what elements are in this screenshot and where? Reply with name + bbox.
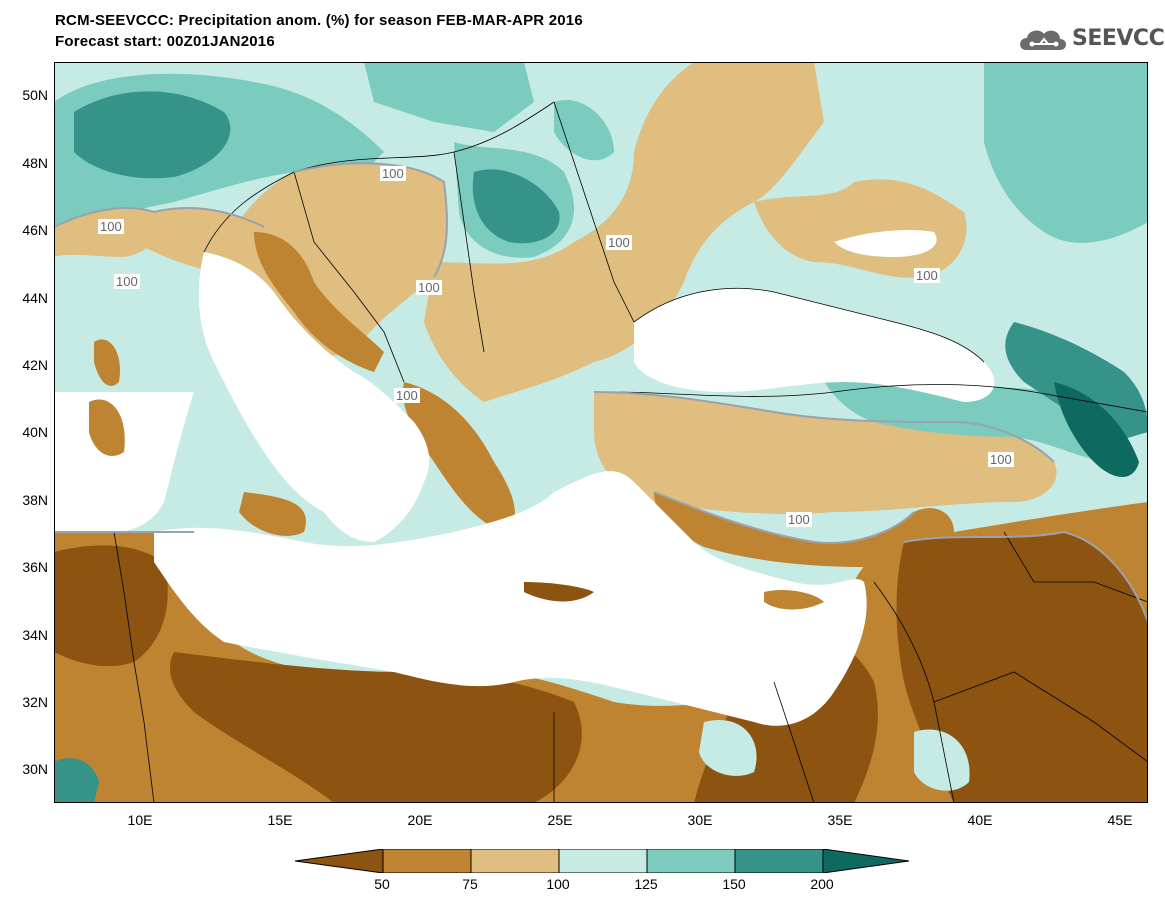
- lat-label: 32N: [22, 694, 48, 710]
- contour-label: 100: [988, 452, 1014, 467]
- logo-text: SEEVCCC: [1072, 26, 1165, 51]
- lon-label: 25E: [547, 812, 573, 828]
- colorbar-label: 125: [634, 876, 658, 892]
- colorbar-label: 200: [810, 876, 834, 892]
- colorbar-segment-150-200: [734, 849, 824, 873]
- colorbar-segment-100-125: [558, 849, 648, 873]
- cloud-logo-icon: [1020, 30, 1066, 50]
- lat-label: 44N: [22, 290, 48, 306]
- map-canvas: [53, 62, 1149, 804]
- colorbar-segment-50-75: [382, 849, 472, 873]
- lat-label: 48N: [22, 155, 48, 171]
- contour-label: 100: [380, 166, 406, 181]
- seevccc-logo: SEEVCCC: [1016, 22, 1165, 56]
- precipitation-anomaly-map: 100 100 100 100 100 100 100 100 100: [53, 62, 1149, 804]
- contour-label: 100: [98, 219, 124, 234]
- contour-lines-100: [53, 162, 1149, 623]
- contour-label: 100: [394, 388, 420, 403]
- forecast-start-label: Forecast start: 00Z01JAN2016: [55, 33, 275, 50]
- colorbar-label: 100: [546, 876, 570, 892]
- contour-label: 100: [114, 274, 140, 289]
- contour-label: 100: [786, 512, 812, 527]
- country-borders: [113, 101, 1149, 804]
- colorbar-segment-below-50: [295, 849, 384, 873]
- map-title: RCM-SEEVCCC: Precipitation anom. (%) for…: [55, 12, 583, 29]
- colorbar-segment-75-100: [470, 849, 560, 873]
- lat-label: 50N: [22, 87, 48, 103]
- lon-label: 15E: [267, 812, 293, 828]
- contour-label: 100: [606, 235, 632, 250]
- colorbar-segment-above-200: [822, 849, 910, 873]
- lon-label: 10E: [127, 812, 153, 828]
- colorbar: [295, 849, 910, 873]
- colorbar-label: 150: [722, 876, 746, 892]
- contour-label: 100: [914, 268, 940, 283]
- lon-label: 20E: [407, 812, 433, 828]
- lon-label: 30E: [687, 812, 713, 828]
- lon-label: 40E: [967, 812, 993, 828]
- lon-label: 45E: [1107, 812, 1133, 828]
- lat-label: 40N: [22, 424, 48, 440]
- lat-label: 42N: [22, 357, 48, 373]
- lat-label: 46N: [22, 222, 48, 238]
- lat-label: 38N: [22, 492, 48, 508]
- colorbar-label: 50: [374, 876, 390, 892]
- lat-label: 30N: [22, 761, 48, 777]
- contour-label: 100: [416, 280, 442, 295]
- lon-label: 35E: [827, 812, 853, 828]
- lat-label: 34N: [22, 627, 48, 643]
- lat-label: 36N: [22, 559, 48, 575]
- map-frame: [54, 62, 1148, 803]
- colorbar-segment-125-150: [646, 849, 736, 873]
- colorbar-label: 75: [462, 876, 478, 892]
